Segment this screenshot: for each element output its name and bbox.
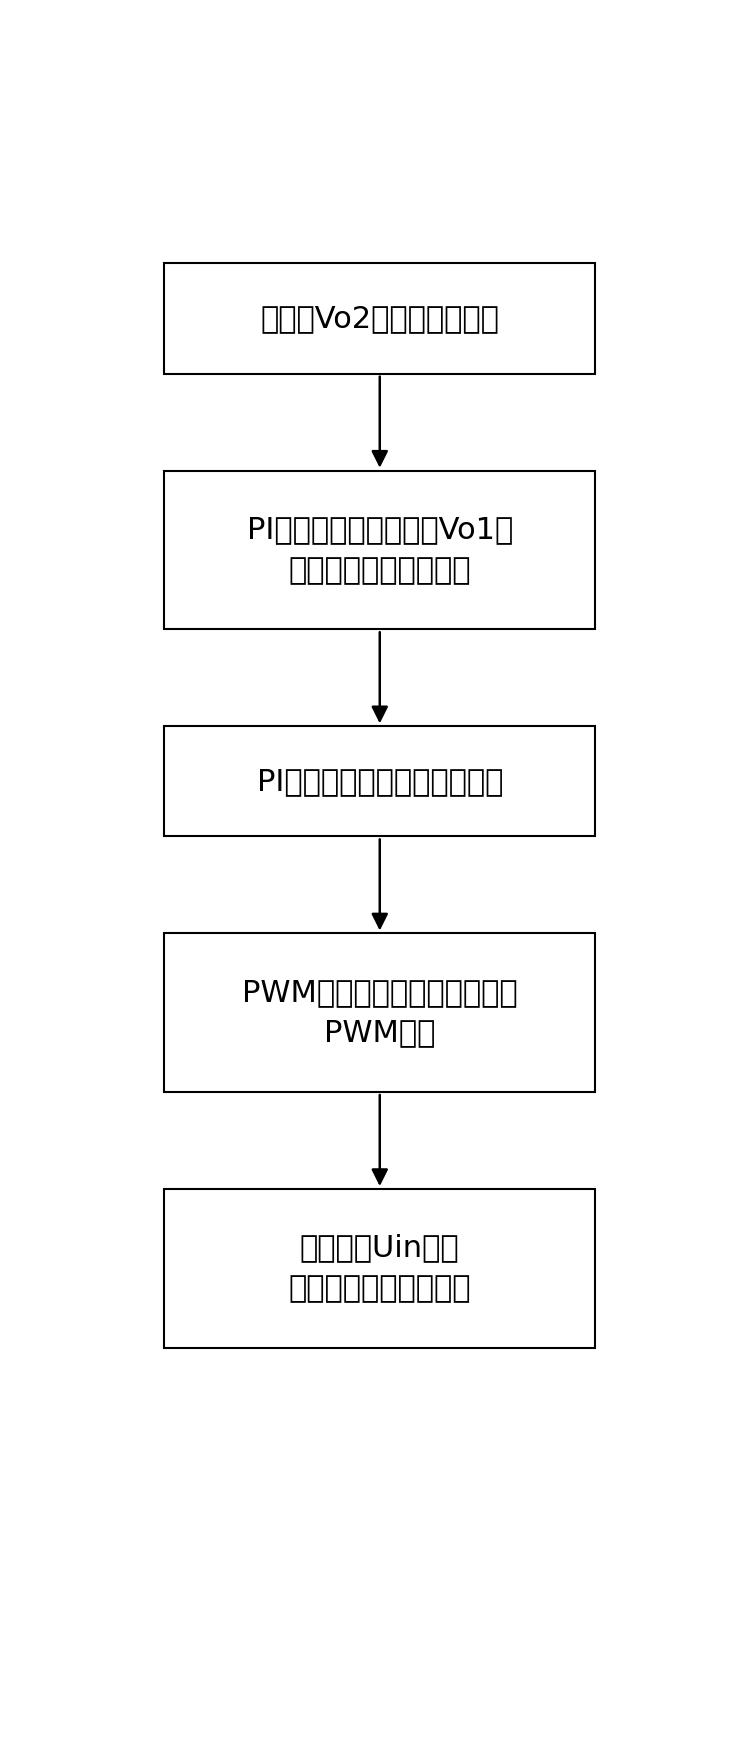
Text: PI控制器输出增大的调控信号: PI控制器输出增大的调控信号 xyxy=(256,767,503,797)
FancyBboxPatch shape xyxy=(165,727,595,837)
Text: PI控制器接收到主输出Vo1输
出电压降低的反馈信号: PI控制器接收到主输出Vo1输 出电压降低的反馈信号 xyxy=(247,515,513,585)
Text: 辅输出Vo2带有的负载增大: 辅输出Vo2带有的负载增大 xyxy=(260,304,499,334)
FancyBboxPatch shape xyxy=(165,470,595,629)
FancyBboxPatch shape xyxy=(165,264,595,374)
Text: 输入电源Uin加大
对多路输出电源的供电: 输入电源Uin加大 对多路输出电源的供电 xyxy=(288,1233,471,1303)
FancyBboxPatch shape xyxy=(165,1190,595,1347)
FancyBboxPatch shape xyxy=(165,933,595,1092)
Text: PWM发生器输出占空比增大的
PWM信号: PWM发生器输出占空比增大的 PWM信号 xyxy=(242,978,517,1048)
